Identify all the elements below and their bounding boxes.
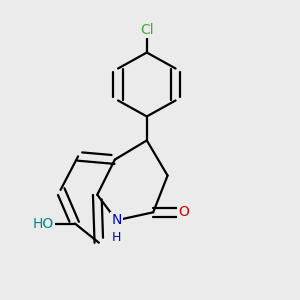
- Text: Cl: Cl: [140, 23, 154, 37]
- Text: H: H: [112, 231, 121, 244]
- Text: HO: HO: [32, 217, 54, 230]
- Text: O: O: [178, 205, 189, 219]
- Text: N: N: [111, 213, 122, 227]
